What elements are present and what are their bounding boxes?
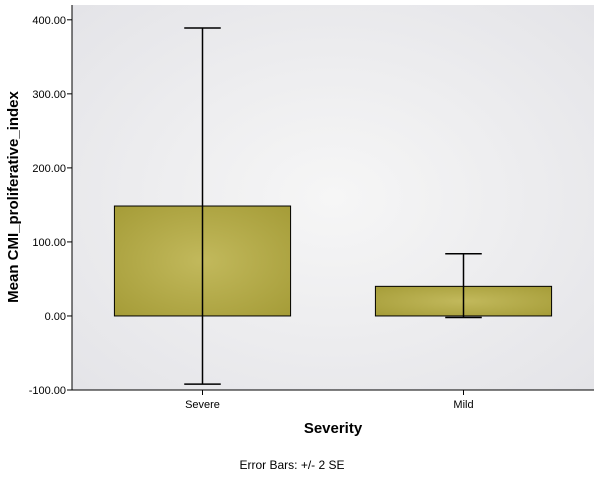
y-axis-title: Mean CMI_proliferative_index bbox=[5, 90, 22, 302]
error-bars-layer bbox=[184, 27, 482, 385]
error-bars-footnote: Error Bars: +/- 2 SE bbox=[239, 458, 344, 472]
x-tick-label-mild: Mild bbox=[453, 399, 473, 411]
y-ticks-layer: -100.00 0.00 100.00 200.00 300.00 400.00 bbox=[29, 15, 72, 397]
x-ticks-layer: Severe Mild bbox=[185, 390, 474, 411]
y-tick-label: 300.00 bbox=[32, 89, 66, 101]
y-tick-label: 100.00 bbox=[32, 237, 66, 249]
plot-area bbox=[72, 5, 594, 390]
y-tick-label: 0.00 bbox=[45, 311, 66, 323]
y-tick-label: 200.00 bbox=[32, 163, 66, 175]
x-axis-title: Severity bbox=[304, 420, 363, 437]
y-tick-label: -100.00 bbox=[29, 385, 66, 397]
x-tick-label-severe: Severe bbox=[185, 399, 220, 411]
y-tick-label: 400.00 bbox=[32, 15, 66, 27]
